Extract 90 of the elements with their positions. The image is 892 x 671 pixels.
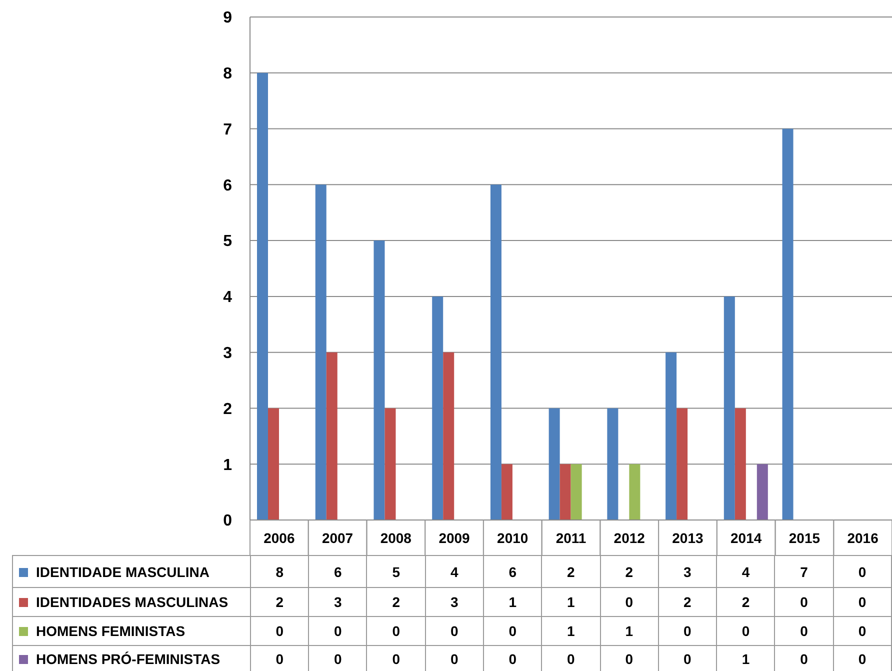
data-label: 0 <box>833 646 892 671</box>
x-tick-label: 2015 <box>788 530 820 546</box>
data-label: 1 <box>484 588 542 616</box>
data-label: 0 <box>833 616 892 646</box>
bar <box>315 184 326 520</box>
y-tick-label: 9 <box>223 10 232 27</box>
data-label: 2 <box>600 556 658 588</box>
y-tick-label: 1 <box>223 456 232 474</box>
y-tick-label: 2 <box>223 400 232 418</box>
x-tick-label: 2011 <box>556 530 586 546</box>
data-label: 0 <box>658 646 717 671</box>
data-label: 0 <box>774 646 834 671</box>
data-label: 1 <box>600 616 658 646</box>
bar <box>326 352 338 520</box>
legend-label: HOMENS FEMINISTAS <box>36 623 186 639</box>
data-label: 0 <box>366 646 426 671</box>
bar <box>374 240 385 520</box>
data-label: 2 <box>366 588 426 616</box>
data-label: 0 <box>542 646 600 671</box>
bar <box>676 408 688 520</box>
legend-label: IDENTIDADES MASCULINAS <box>36 594 228 610</box>
bar <box>443 352 454 520</box>
x-tick-label: 2006 <box>264 530 295 546</box>
legend-label: IDENTIDADE MASCULINA <box>36 564 210 580</box>
data-label: 8 <box>250 556 309 588</box>
data-label: 0 <box>600 646 658 671</box>
x-tick-label: 2013 <box>672 530 704 546</box>
bar <box>501 464 512 520</box>
y-tick-label: 6 <box>223 177 232 194</box>
data-label: 0 <box>250 646 309 671</box>
data-label: 0 <box>774 616 834 646</box>
data-label: 1 <box>542 588 600 616</box>
data-label: 0 <box>716 616 775 646</box>
bar <box>384 408 396 520</box>
data-label: 3 <box>658 556 717 588</box>
data-label: 2 <box>542 556 600 588</box>
y-tick-label: 8 <box>223 66 232 83</box>
data-label: 0 <box>484 646 542 671</box>
data-label: 0 <box>484 616 542 646</box>
data-label: 0 <box>425 616 484 646</box>
data-label: 0 <box>833 556 892 588</box>
data-label: 3 <box>425 588 484 616</box>
x-tick-label: 2007 <box>322 530 354 546</box>
y-tick-label: 4 <box>223 289 232 306</box>
data-label: 2 <box>716 588 775 616</box>
bar <box>268 408 280 520</box>
data-label: 4 <box>716 556 775 588</box>
data-label: 3 <box>308 588 367 616</box>
bar <box>490 184 502 520</box>
y-tick-label: 7 <box>223 121 232 138</box>
bar <box>734 408 746 520</box>
bar <box>570 464 582 520</box>
data-label: 7 <box>774 556 834 588</box>
bar <box>724 296 735 520</box>
bar <box>782 128 794 520</box>
data-label: 2 <box>658 588 717 616</box>
data-label: 0 <box>658 616 717 646</box>
bar <box>560 464 571 520</box>
bar <box>257 72 268 520</box>
data-label: 6 <box>308 556 367 588</box>
x-tick-label: 2014 <box>730 530 762 546</box>
data-label: 0 <box>250 616 309 646</box>
data-label: 0 <box>600 588 658 616</box>
y-tick-label: 3 <box>223 345 232 362</box>
bar <box>666 352 677 520</box>
bar <box>548 408 560 520</box>
x-tick-label: 2016 <box>847 530 879 546</box>
data-label: 5 <box>366 556 426 588</box>
data-label: 0 <box>425 646 484 671</box>
data-label: 2 <box>250 588 309 616</box>
x-tick-label: 2009 <box>438 530 470 546</box>
bar <box>607 408 618 520</box>
legend-label: HOMENS PRÓ-FEMINISTAS <box>36 650 220 666</box>
bar <box>756 464 768 520</box>
data-label: 0 <box>774 588 834 616</box>
data-label: 6 <box>484 556 542 588</box>
data-label: 1 <box>542 616 600 646</box>
data-label: 0 <box>833 588 892 616</box>
bar <box>629 464 640 520</box>
data-label: 0 <box>366 616 426 646</box>
y-tick-label: 0 <box>223 512 232 530</box>
data-label: 0 <box>308 616 367 646</box>
bar <box>432 296 444 520</box>
data-label: 0 <box>308 646 367 671</box>
data-label: 4 <box>425 556 484 588</box>
data-label: 1 <box>716 646 775 671</box>
x-tick-label: 2010 <box>497 530 528 546</box>
x-tick-label: 2008 <box>380 530 412 546</box>
x-tick-label: 2012 <box>614 530 646 546</box>
y-tick-label: 5 <box>223 233 232 250</box>
